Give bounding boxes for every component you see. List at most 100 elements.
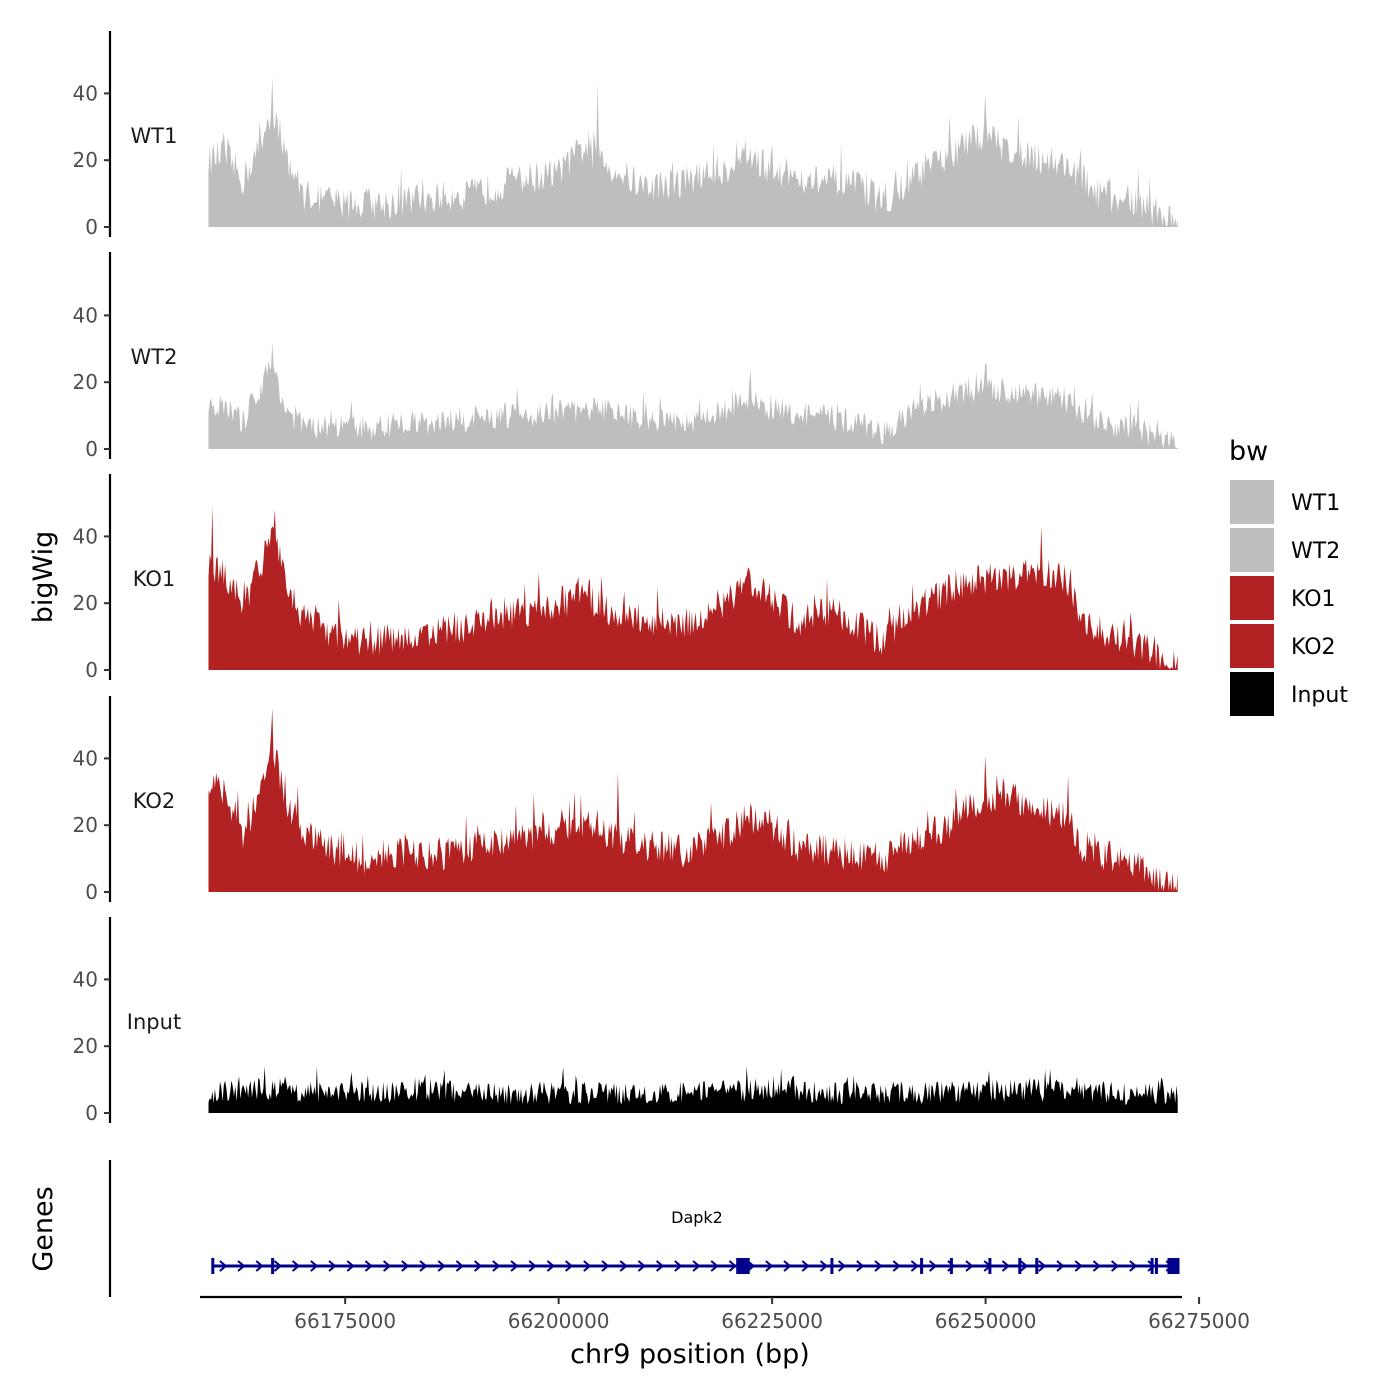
signal-area-wt1 (208, 76, 1178, 227)
gene-exon (736, 1258, 749, 1274)
strand-arrow (401, 1260, 410, 1272)
y-tick-label: 20 (73, 591, 98, 615)
gene-name-label: Dapk2 (671, 1208, 723, 1227)
strand-arrow (783, 1260, 792, 1272)
strand-arrow (655, 1260, 665, 1272)
strand-arrow (601, 1260, 610, 1272)
y-axis-title: bigWig (28, 531, 59, 624)
strand-arrow (473, 1260, 483, 1272)
gene-exon (211, 1258, 215, 1274)
strand-arrow (219, 1260, 228, 1272)
strand-arrow (583, 1260, 592, 1272)
x-tick-label: 66225000 (721, 1309, 823, 1333)
strand-arrow (619, 1260, 628, 1272)
track-label: KO1 (133, 567, 176, 591)
legend-label-ko2: KO2 (1291, 635, 1336, 660)
y-tick-label: 20 (73, 813, 98, 837)
y-tick-label: 40 (73, 81, 98, 105)
legend-label-wt2: WT2 (1291, 539, 1340, 564)
track-wt2: 0 20 40 WT2 (73, 252, 1178, 461)
strand-arrow (692, 1260, 701, 1272)
strand-arrow (837, 1260, 847, 1272)
strand-arrow (1038, 1260, 1047, 1272)
strand-arrow (674, 1260, 683, 1272)
track-label: KO2 (133, 789, 176, 813)
strand-arrow (874, 1260, 883, 1272)
strand-arrow (765, 1260, 774, 1272)
y-tick-label: 40 (73, 746, 98, 770)
strand-arrow (965, 1260, 974, 1272)
gene-exon (1167, 1258, 1180, 1274)
strand-arrow (910, 1260, 919, 1272)
y-tick-label: 20 (73, 1034, 98, 1058)
strand-arrow (237, 1260, 246, 1272)
track-ko2: 0 20 40 KO2 (73, 696, 1178, 904)
strand-arrow (546, 1260, 555, 1272)
strand-arrow (310, 1260, 319, 1272)
gene-exon (830, 1258, 834, 1274)
strand-arrow (728, 1260, 737, 1272)
strand-arrow (1147, 1260, 1156, 1272)
gene-exon (746, 1258, 750, 1274)
gene-exon (920, 1258, 924, 1274)
genes-axis-title: Genes (28, 1186, 59, 1271)
strand-arrow (382, 1260, 392, 1272)
strand-arrow (1074, 1260, 1083, 1272)
legend-swatch-ko1 (1230, 576, 1274, 620)
strand-arrow (564, 1260, 574, 1272)
strand-arrow (419, 1260, 428, 1272)
legend-swatch-wt2 (1230, 528, 1274, 572)
x-tick-label: 66275000 (1148, 1309, 1250, 1333)
strand-arrow (637, 1260, 646, 1272)
track-input: 0 20 40 Input (73, 917, 1178, 1125)
track-label: Input (127, 1010, 181, 1034)
legend-label-ko1: KO1 (1291, 587, 1336, 612)
y-tick-label: 0 (85, 215, 98, 239)
strand-arrow (1110, 1260, 1120, 1272)
y-tick-label: 0 (85, 880, 98, 904)
strand-arrow (928, 1260, 938, 1272)
strand-arrow (892, 1260, 901, 1272)
strand-arrow (346, 1260, 355, 1272)
gene-exon (949, 1258, 953, 1274)
strand-arrow (1001, 1260, 1010, 1272)
strand-arrow (437, 1260, 446, 1272)
gene-exon (1018, 1258, 1022, 1274)
strand-arrow (947, 1260, 956, 1272)
legend: bw WT1 WT2 KO1 KO2 Input (1229, 436, 1348, 716)
signal-area-ko2 (208, 708, 1178, 892)
strand-arrow (328, 1260, 337, 1272)
legend-label-wt1: WT1 (1291, 491, 1340, 516)
legend-title: bw (1229, 436, 1268, 467)
strand-arrow (492, 1260, 501, 1272)
strand-arrow (819, 1260, 828, 1272)
gene-exon (988, 1258, 992, 1274)
track-label: WT2 (131, 345, 178, 369)
y-tick-label: 20 (73, 370, 98, 394)
strand-arrow (1019, 1260, 1029, 1272)
strand-arrow (1129, 1260, 1138, 1272)
x-tick-label: 66250000 (935, 1309, 1037, 1333)
x-axis-title: chr9 position (bp) (570, 1339, 810, 1370)
legend-swatch-ko2 (1230, 624, 1274, 668)
track-wt1: 0 20 40 WT1 (73, 31, 1178, 239)
gene-exon (1150, 1258, 1154, 1274)
y-tick-label: 40 (73, 303, 98, 327)
gene-exon (1154, 1258, 1158, 1274)
y-tick-label: 0 (85, 437, 98, 461)
signal-area-ko1 (208, 506, 1178, 670)
y-tick-label: 0 (85, 1101, 98, 1125)
legend-swatch-input (1230, 672, 1274, 716)
y-tick-label: 40 (73, 524, 98, 548)
y-tick-label: 40 (73, 967, 98, 991)
signal-area-input (208, 1066, 1178, 1113)
track-label: WT1 (131, 124, 178, 148)
x-axis: 66175000 66200000 66225000 66250000 66275000 (200, 1295, 1250, 1333)
strand-arrow (801, 1260, 810, 1272)
x-tick-label: 66200000 (508, 1309, 610, 1333)
gene-exon (271, 1258, 275, 1274)
strand-arrow (528, 1260, 537, 1272)
strand-arrow (273, 1260, 282, 1272)
strand-arrow (710, 1260, 719, 1272)
